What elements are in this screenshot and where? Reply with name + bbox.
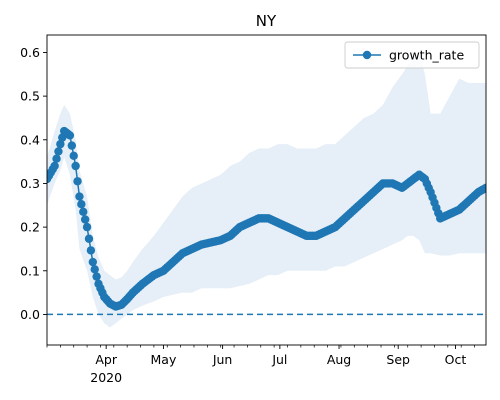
- data-point: [84, 234, 94, 243]
- confidence-band-growth_rate: [47, 52, 486, 328]
- data-point: [77, 199, 86, 209]
- x-tick-sublabel: 2020: [90, 370, 122, 385]
- data-point: [69, 151, 78, 160]
- legend-label: growth_rate: [389, 48, 464, 63]
- data-point: [54, 147, 63, 156]
- data-point: [73, 177, 82, 186]
- y-tick-label: 0.0: [20, 307, 40, 322]
- x-tick-label: Aug: [327, 352, 351, 367]
- data-point: [65, 131, 75, 140]
- x-tick-label: Sep: [386, 352, 410, 367]
- data-point: [56, 139, 65, 149]
- axes: [46, 34, 487, 346]
- y-tick-label: 0.1: [20, 263, 40, 278]
- data-point: [67, 141, 77, 150]
- data-point: [79, 207, 88, 217]
- y-tick-label: 0.6: [20, 45, 40, 60]
- data-point: [71, 161, 80, 171]
- x-tick-label: May: [151, 352, 177, 367]
- confidence-band-layer: [47, 52, 486, 328]
- y-tick-label: 0.3: [20, 176, 40, 191]
- data-point: [52, 154, 61, 163]
- data-point: [80, 215, 90, 224]
- plot-area: [47, 52, 486, 328]
- y-tick-label: 0.5: [20, 89, 40, 104]
- data-point: [50, 161, 59, 171]
- y-axis: 0.0 0.1 0.2 0.3 0.4 0.5 0.6: [20, 45, 47, 322]
- chart-title: NY: [256, 12, 277, 30]
- data-point: [481, 183, 486, 193]
- x-tick-label: Jun: [212, 352, 233, 367]
- series-marker-layer: [47, 126, 486, 311]
- x-tick-label: Apr: [95, 352, 117, 367]
- data-point: [88, 257, 98, 267]
- x-tick-label: Oct: [445, 352, 467, 367]
- data-point: [75, 192, 84, 201]
- legend: growth_rate: [344, 41, 480, 69]
- y-tick-label: 0.4: [20, 132, 40, 147]
- plot-frame: [46, 34, 487, 346]
- y-tick-label: 0.2: [20, 220, 40, 235]
- data-point: [92, 272, 101, 281]
- x-axis: Apr 2020 May Jun Jul Aug Sep Oct: [46, 345, 475, 385]
- data-point: [90, 265, 99, 274]
- legend-marker-swatch: [362, 50, 372, 60]
- data-point: [82, 222, 92, 232]
- data-point: [86, 246, 96, 255]
- legend-box: [344, 41, 480, 69]
- x-tick-label: Jul: [271, 352, 287, 367]
